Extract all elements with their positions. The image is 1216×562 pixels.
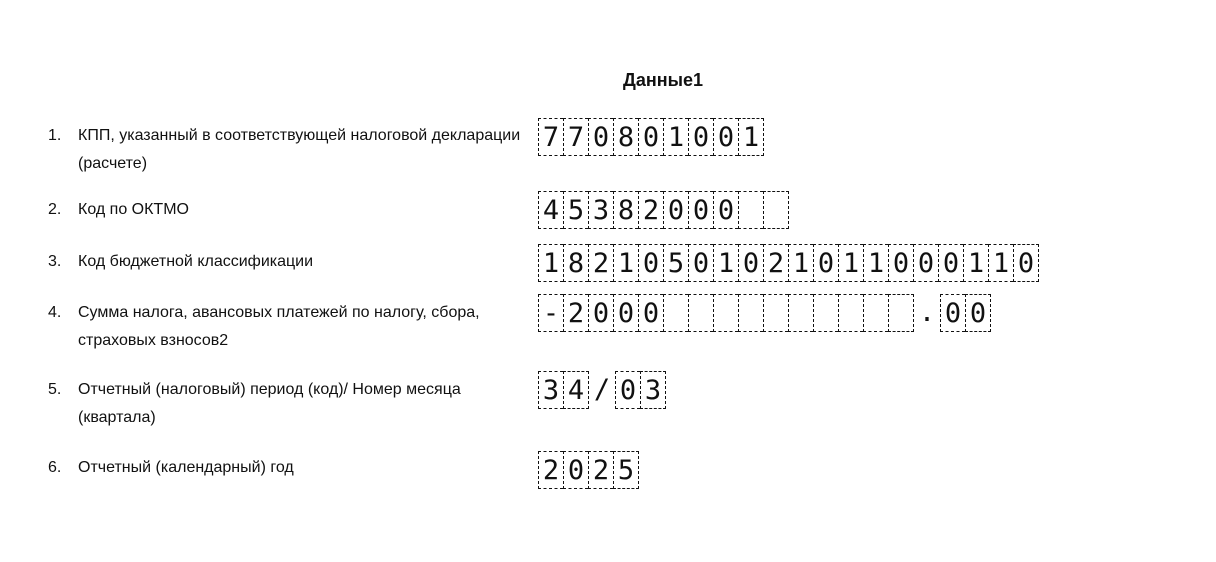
row-text: Сумма налога, авансовых платежей по нало…: [78, 304, 480, 349]
char-cell: 2: [538, 451, 563, 489]
row-text: Отчетный (календарный) год: [78, 459, 294, 476]
char-cell: 2: [763, 244, 788, 282]
row-text: Код бюджетной классификации: [78, 253, 314, 270]
char-cell: 0: [638, 294, 663, 332]
char-cell: 0: [688, 191, 713, 229]
row-number: 5.: [48, 381, 62, 398]
separator: /: [593, 374, 611, 405]
char-cell: 3: [538, 371, 563, 409]
char-cell: 0: [588, 118, 613, 156]
row-label-2: 2. Код по ОКТМО: [48, 196, 538, 224]
char-cell: 0: [813, 244, 838, 282]
char-cell: 0: [688, 118, 713, 156]
row-number: 6.: [48, 459, 62, 476]
char-cell: 7: [563, 118, 588, 156]
char-cell: 0: [940, 294, 965, 332]
char-cell: [738, 191, 763, 229]
char-cell: 0: [938, 244, 963, 282]
row-label-1: 1. КПП, указанный в соответствующей налог…: [48, 122, 538, 178]
char-cell: 0: [663, 191, 688, 229]
char-cell: 5: [563, 191, 588, 229]
char-cell: 1: [963, 244, 988, 282]
row-label-3: 3. Код бюджетной классификации: [48, 248, 538, 276]
char-cell: 0: [913, 244, 938, 282]
char-cell: 0: [638, 118, 663, 156]
char-cell: 0: [888, 244, 913, 282]
char-cell: 0: [688, 244, 713, 282]
period-cells: 3 4/0 3: [538, 371, 666, 409]
char-cell: 5: [663, 244, 688, 282]
char-cell: 0: [713, 118, 738, 156]
char-cell: 0: [638, 244, 663, 282]
char-cell: 5: [613, 451, 639, 489]
row-number: 3.: [48, 253, 62, 270]
char-cell: 0: [588, 294, 613, 332]
char-cell: 1: [613, 244, 638, 282]
char-cell: 4: [563, 371, 589, 409]
char-cell: 1: [788, 244, 813, 282]
char-cell: 2: [588, 451, 613, 489]
char-cell: 0: [615, 371, 640, 409]
row-number: 1.: [48, 127, 62, 144]
char-cell: [863, 294, 888, 332]
char-cell: 1: [738, 118, 764, 156]
char-cell: [813, 294, 838, 332]
char-cell: [763, 191, 789, 229]
row-label-6: 6. Отчетный (календарный) год: [48, 454, 538, 482]
char-cell: [663, 294, 688, 332]
char-cell: 7: [538, 118, 563, 156]
char-cell: 1: [863, 244, 888, 282]
char-cell: 1: [838, 244, 863, 282]
char-cell: 2: [588, 244, 613, 282]
row-text: Код по ОКТМО: [78, 201, 189, 218]
separator: .: [918, 297, 936, 328]
row-number: 2.: [48, 201, 62, 218]
char-cell: [738, 294, 763, 332]
char-cell: 4: [538, 191, 563, 229]
char-cell: [713, 294, 738, 332]
char-cell: 0: [563, 451, 588, 489]
row-label-4: 4. Сумма налога, авансовых платежей по на…: [48, 299, 488, 355]
document-title: Данные1: [623, 70, 703, 90]
row-text: КПП, указанный в соответствующей налогов…: [78, 127, 521, 172]
char-cell: 1: [538, 244, 563, 282]
row-number: 4.: [48, 304, 62, 321]
char-cell: 0: [738, 244, 763, 282]
char-cell: 0: [1013, 244, 1039, 282]
row-label-5: 5. Отчетный (налоговый) период (код)/ Ном…: [48, 376, 468, 432]
char-cell: 2: [638, 191, 663, 229]
char-cell: [788, 294, 813, 332]
char-cell: 1: [663, 118, 688, 156]
char-cell: 3: [588, 191, 613, 229]
char-cell: 1: [713, 244, 738, 282]
char-cell: 8: [613, 191, 638, 229]
char-cell: 3: [640, 371, 666, 409]
char-cell: [888, 294, 914, 332]
char-cell: 0: [713, 191, 738, 229]
char-cell: [838, 294, 863, 332]
char-cell: [688, 294, 713, 332]
char-cell: -: [538, 294, 563, 332]
char-cell: 8: [563, 244, 588, 282]
row-text: Отчетный (налоговый) период (код)/ Номер…: [78, 381, 461, 426]
char-cell: 0: [965, 294, 991, 332]
char-cell: [763, 294, 788, 332]
char-cell: 8: [613, 118, 638, 156]
char-cell: 2: [563, 294, 588, 332]
char-cell: 1: [988, 244, 1013, 282]
char-cell: 0: [613, 294, 638, 332]
